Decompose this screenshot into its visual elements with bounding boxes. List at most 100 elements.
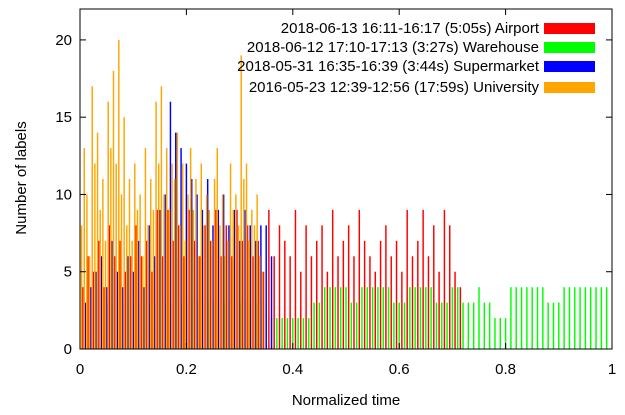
bar (248, 240, 250, 349)
bar (289, 256, 291, 349)
bar (183, 256, 185, 349)
bar (374, 271, 376, 349)
bar (422, 209, 424, 349)
bar (152, 209, 155, 349)
bar (253, 225, 256, 349)
bar (251, 209, 253, 349)
bar (228, 225, 230, 349)
bar (568, 287, 571, 349)
bar (419, 287, 422, 349)
bar (454, 271, 456, 349)
bar (195, 179, 197, 349)
bar (353, 256, 355, 349)
bar (531, 287, 533, 349)
legend-entry: 2018-06-13 16:11-16:17 (5:05s) Airport (281, 20, 595, 37)
bar (81, 287, 84, 349)
bar (213, 179, 216, 349)
bar (595, 287, 597, 349)
bar (257, 240, 259, 349)
bar (350, 302, 353, 349)
bar (358, 209, 361, 349)
bar (297, 318, 299, 349)
bar (112, 70, 115, 349)
bar (120, 194, 123, 349)
legend-entry: 2018-06-12 17:10-17:13 (3:27s) Warehouse (247, 39, 595, 56)
bar (449, 225, 451, 349)
bar (110, 148, 112, 349)
bar (115, 163, 117, 349)
bar (355, 302, 358, 349)
legend-swatch (544, 82, 595, 93)
bar (203, 225, 205, 349)
x-tick-label: 1 (608, 361, 616, 378)
y-tick-label: 20 (55, 32, 72, 49)
bar (136, 209, 139, 349)
bar (102, 179, 104, 349)
bar (300, 271, 302, 349)
bar (88, 256, 91, 349)
legend-label: 2018-05-31 16:35-16:39 (3:44s) Supermark… (237, 58, 540, 75)
bar (433, 225, 435, 349)
bar (99, 209, 101, 349)
bar (558, 302, 560, 349)
bar (89, 287, 92, 349)
bar (438, 271, 440, 349)
bar (310, 256, 313, 349)
bar (161, 256, 164, 349)
bar (377, 287, 379, 349)
bar (261, 271, 264, 349)
bar (256, 194, 258, 349)
bar (87, 256, 89, 349)
bar (286, 318, 289, 349)
bar (347, 225, 350, 349)
bar (276, 318, 278, 349)
bar (92, 271, 95, 349)
bar (221, 194, 224, 349)
bar (197, 256, 200, 349)
bar (83, 148, 85, 349)
bar (414, 287, 416, 349)
bar (219, 225, 221, 349)
y-tick-label: 10 (55, 186, 72, 203)
bar (171, 163, 173, 349)
legend-entry: 2018-05-31 16:35-16:39 (3:44s) Supermark… (237, 58, 595, 75)
bar (425, 287, 427, 349)
bar (305, 225, 307, 349)
bar (259, 256, 261, 349)
bar (584, 287, 587, 349)
bar (142, 256, 144, 349)
bar (108, 225, 110, 349)
bar (104, 240, 107, 349)
bar (135, 225, 137, 349)
bar (316, 240, 318, 349)
bar (189, 148, 192, 349)
bar (126, 225, 128, 349)
bar (409, 287, 411, 349)
bar (134, 163, 136, 349)
bar (237, 225, 240, 349)
bar (105, 287, 108, 349)
bar (230, 256, 233, 349)
bar (600, 287, 603, 349)
bar (536, 287, 539, 349)
bar (103, 287, 105, 349)
bar (334, 287, 337, 349)
bar (214, 209, 217, 349)
bar (224, 256, 226, 349)
bar (167, 209, 169, 349)
bar (379, 240, 382, 349)
bar (406, 209, 408, 349)
bar (411, 256, 414, 349)
plot-frame (79, 8, 613, 350)
bar (292, 318, 294, 349)
bar (515, 287, 517, 349)
bar (252, 256, 254, 349)
bar (245, 163, 248, 349)
bar (151, 271, 153, 349)
bar (94, 163, 96, 349)
bar (520, 287, 523, 349)
bar (323, 287, 326, 349)
bar (443, 209, 446, 349)
bar (579, 287, 581, 349)
legend-swatch (544, 61, 595, 72)
